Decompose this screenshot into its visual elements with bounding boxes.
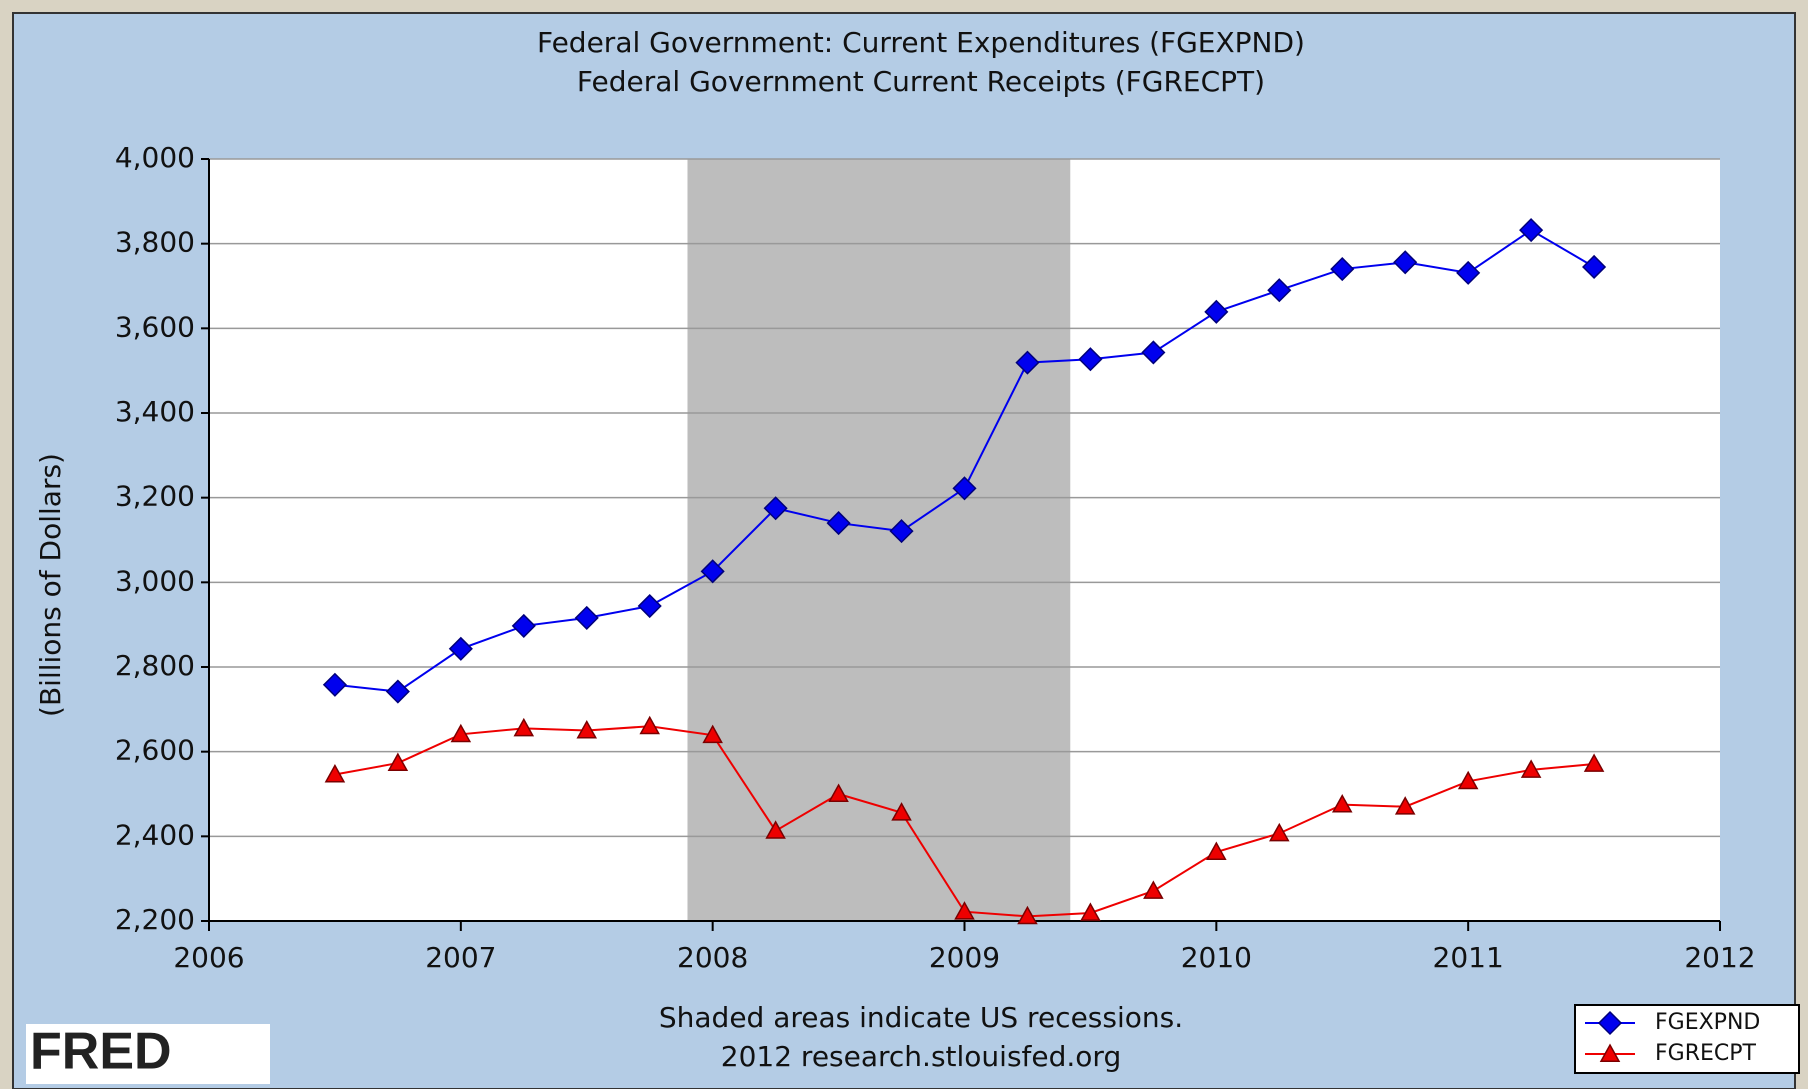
marker [1456,260,1481,285]
marker [1393,250,1418,275]
footnote: Shaded areas indicate US recessions. [659,1001,1183,1034]
marker [574,605,599,630]
x-tick-label: 2008 [677,941,748,974]
chart-title: Federal Government: Current Expenditures… [537,26,1305,59]
legend-label: FGEXPND [1655,1010,1760,1035]
chart-subtitle: Federal Government Current Receipts (FGR… [577,65,1265,98]
source: 2012 research.stlouisfed.org [721,1040,1121,1073]
marker [511,613,536,638]
marker [576,719,598,739]
y-tick-label: 4,000 [115,141,195,174]
marker [1519,218,1544,243]
x-tick-label: 2009 [929,941,1000,974]
marker [1583,753,1605,772]
x-tick-label: 2006 [173,941,244,974]
y-tick-label: 3,800 [115,226,195,259]
marker [1206,841,1227,860]
marker [702,724,723,744]
marker [637,593,662,619]
logo-box [26,1024,270,1084]
marker [700,559,725,584]
marker [889,519,914,544]
y-tick-label: 2,600 [115,734,195,767]
marker [1457,770,1479,790]
x-tick-label: 2012 [1684,941,1755,974]
marker [1520,759,1542,778]
marker [1269,822,1290,842]
marker [1204,299,1229,324]
marker [387,752,409,772]
y-tick-label: 2,200 [115,903,195,936]
y-tick-label: 2,800 [115,649,195,682]
legend-label: FGRECPT [1655,1041,1757,1066]
logo: FRED [30,1023,172,1081]
marker [639,715,660,735]
y-tick-label: 3,600 [115,310,195,343]
x-tick-label: 2010 [1181,941,1252,974]
marker [763,496,788,521]
legend-marker [1597,1010,1623,1036]
marker [1394,796,1416,815]
marker [1017,905,1038,925]
marker [322,672,347,697]
y-tick-label: 3,400 [115,395,195,428]
marker [891,802,912,821]
marker [952,476,977,501]
marker [1582,254,1607,280]
x-tick-label: 2007 [425,941,496,974]
legend-marker [1599,1043,1621,1062]
marker [826,511,851,536]
y-tick-label: 3,200 [115,480,195,513]
marker [828,783,849,802]
marker [1330,257,1355,282]
marker [1015,350,1040,375]
y-tick-label: 3,000 [115,564,195,597]
marker [1078,347,1103,372]
marker [1141,340,1166,365]
marker [450,723,472,743]
marker [1267,278,1292,303]
marker [448,636,473,661]
marker [385,679,410,704]
marker [765,820,786,839]
marker [1080,902,1101,921]
marker [324,763,346,783]
y-tick-label: 2,400 [115,818,195,851]
marker [513,717,535,737]
y-axis-label: (Billions of Dollars) [34,453,67,717]
marker [1143,880,1164,899]
x-tick-label: 2011 [1433,941,1504,974]
marker [954,901,975,920]
marker [1331,794,1353,813]
